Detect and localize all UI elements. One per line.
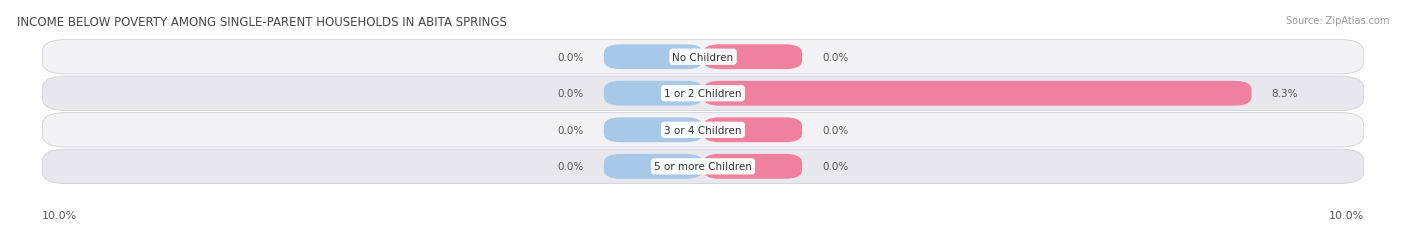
FancyBboxPatch shape [703,118,801,143]
Text: 1 or 2 Children: 1 or 2 Children [664,89,742,99]
Text: 0.0%: 0.0% [558,125,583,135]
FancyBboxPatch shape [42,77,1364,111]
FancyBboxPatch shape [42,40,1364,75]
Text: Source: ZipAtlas.com: Source: ZipAtlas.com [1285,16,1389,26]
Text: 10.0%: 10.0% [42,210,77,220]
Text: No Children: No Children [672,52,734,62]
Text: 0.0%: 0.0% [558,89,583,99]
Text: 0.0%: 0.0% [558,162,583,172]
Text: 0.0%: 0.0% [823,125,848,135]
FancyBboxPatch shape [605,118,703,143]
FancyBboxPatch shape [703,82,1251,106]
Text: 0.0%: 0.0% [823,162,848,172]
Text: 0.0%: 0.0% [823,52,848,62]
Text: 10.0%: 10.0% [1329,210,1364,220]
FancyBboxPatch shape [605,154,703,179]
Text: 0.0%: 0.0% [558,52,583,62]
FancyBboxPatch shape [703,154,801,179]
FancyBboxPatch shape [42,113,1364,147]
FancyBboxPatch shape [605,82,703,106]
Text: INCOME BELOW POVERTY AMONG SINGLE-PARENT HOUSEHOLDS IN ABITA SPRINGS: INCOME BELOW POVERTY AMONG SINGLE-PARENT… [17,16,506,29]
FancyBboxPatch shape [703,45,801,70]
Text: 3 or 4 Children: 3 or 4 Children [664,125,742,135]
FancyBboxPatch shape [605,45,703,70]
FancyBboxPatch shape [42,149,1364,184]
Text: 8.3%: 8.3% [1271,89,1298,99]
Text: 5 or more Children: 5 or more Children [654,162,752,172]
